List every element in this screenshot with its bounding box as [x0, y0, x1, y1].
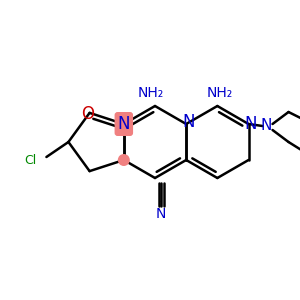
Text: N: N: [182, 113, 194, 131]
Text: NH₂: NH₂: [206, 86, 232, 100]
Text: N: N: [118, 115, 130, 133]
Text: N: N: [244, 115, 257, 133]
Text: NH₂: NH₂: [138, 86, 164, 100]
Text: Cl: Cl: [24, 154, 36, 167]
Text: O: O: [81, 105, 94, 123]
Circle shape: [118, 154, 130, 166]
Text: N: N: [156, 207, 166, 221]
Text: C: C: [160, 202, 161, 203]
Text: N: N: [261, 118, 272, 134]
